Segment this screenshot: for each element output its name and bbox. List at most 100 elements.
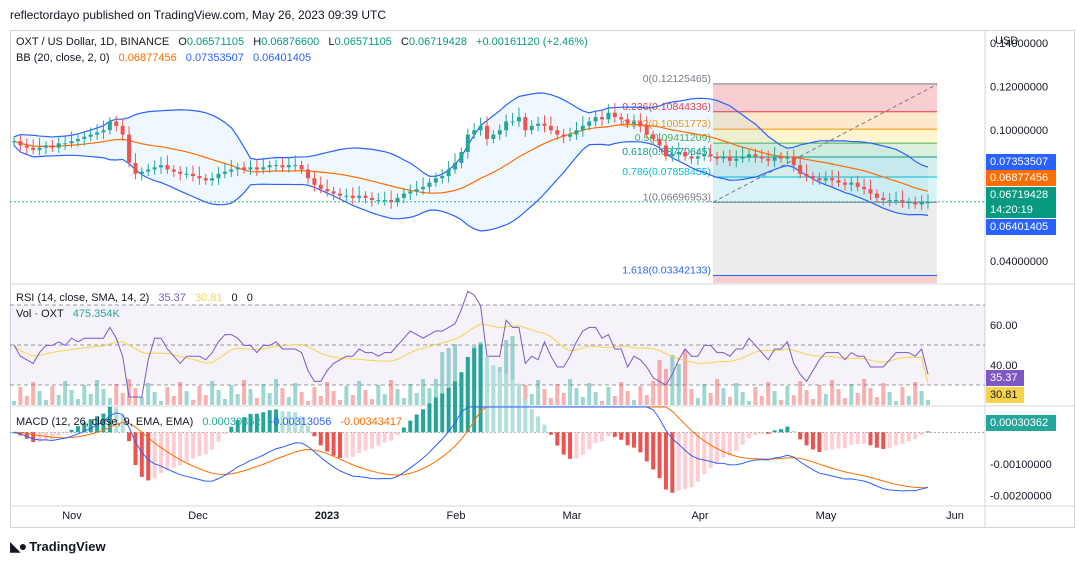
macd-hist-bar — [913, 432, 918, 440]
volume-bar — [836, 389, 841, 405]
macd-hist-bar — [689, 432, 694, 488]
candle-body — [548, 125, 553, 131]
bb-basis-line — [13, 123, 929, 194]
candle-body — [478, 125, 483, 131]
fib-level-label: 1(0.06696953) — [643, 191, 711, 203]
vol-legend[interactable]: Vol · OXT 475.354K — [16, 308, 126, 320]
candle-body — [248, 167, 253, 170]
volume-bar — [50, 386, 55, 405]
macd-hist-bar — [862, 432, 867, 444]
macd-hist-bar — [619, 432, 624, 440]
volume-bar — [708, 393, 713, 405]
volume-bar — [894, 401, 899, 405]
candle-body — [683, 152, 688, 157]
volume-bar — [203, 395, 208, 405]
macd-hist-bar — [210, 432, 215, 450]
macd-hist-bar — [772, 430, 777, 433]
volume-bar — [312, 387, 317, 405]
volume-bar — [523, 385, 528, 405]
volume-bar — [363, 390, 368, 405]
macd-label: MACD (12, 26, close, 9, EMA, EMA) — [16, 416, 194, 428]
macd-hist-bar — [235, 420, 240, 433]
candle-body — [203, 178, 208, 181]
fib-zone — [713, 202, 937, 276]
volume-bar — [357, 381, 362, 405]
candle-body — [216, 173, 221, 179]
candle-body — [350, 195, 355, 198]
candle-body — [842, 182, 847, 185]
macd-hist-bar — [184, 432, 189, 462]
volume-bar — [529, 394, 534, 405]
macd-hist-bar — [587, 432, 592, 450]
macd-hist-bar — [798, 432, 803, 440]
volume-bar — [823, 394, 828, 405]
volume-bar — [376, 385, 381, 405]
volume-bar — [43, 400, 48, 405]
macd-hist-bar — [133, 432, 138, 466]
candle-body — [82, 136, 87, 139]
volume-bar — [715, 379, 720, 405]
candle-body — [587, 121, 592, 126]
rsi-zero-2: 0 — [246, 292, 253, 304]
candle-body — [242, 167, 247, 170]
macd-hist-bar — [721, 432, 726, 459]
candle-body — [504, 121, 509, 131]
rsi-axis-tick: 60.00 — [990, 320, 1018, 332]
candle-body — [631, 121, 636, 124]
vol-value: 475.354K — [72, 308, 120, 320]
symbol-title[interactable]: OXT / US Dollar, 1D, BINANCE — [16, 36, 170, 48]
candle-body — [600, 117, 605, 120]
rsi-legend[interactable]: RSI (14, close, SMA, 14, 2) 35.37 30.81 … — [16, 292, 259, 304]
macd-hist-bar — [114, 407, 119, 433]
bb-legend[interactable]: BB (20, close, 2, 0) 0.06877456 0.073535… — [16, 52, 317, 64]
candle-body — [619, 117, 624, 120]
volume-bar — [644, 395, 649, 405]
macd-hist-bar — [242, 417, 247, 433]
macd-hist-bar — [63, 432, 68, 434]
volume-bar — [606, 387, 611, 405]
bb-upper-tag: 0.07353507 — [986, 154, 1056, 170]
countdown-tag: 14:20:19 — [986, 202, 1056, 218]
candle-body — [395, 197, 400, 203]
volume-bar — [286, 397, 291, 405]
macd-hist-bar — [631, 432, 636, 448]
candle-body — [874, 193, 879, 198]
macd-hist-bar — [836, 432, 841, 449]
macd-hist-bar — [433, 397, 438, 433]
volume-bar — [75, 399, 80, 405]
candle-body — [427, 182, 432, 187]
low-readout: L0.06571105 — [328, 36, 392, 48]
macd-hist-bar — [337, 432, 342, 458]
candle-body — [63, 143, 68, 145]
macd-hist-bar — [708, 432, 713, 469]
macd-hist-bar — [644, 432, 649, 462]
macd-hist-bar — [900, 432, 905, 444]
macd-hist-bar — [459, 372, 464, 433]
volume-bar — [663, 369, 668, 405]
macd-hist-bar — [56, 432, 61, 436]
macd-legend[interactable]: MACD (12, 26, close, 9, EMA, EMA) 0.0003… — [16, 416, 408, 428]
volume-bar — [874, 397, 879, 405]
candle-body — [663, 145, 668, 157]
volume-bar — [906, 396, 911, 405]
macd-hist-bar — [747, 432, 752, 439]
macd-hist-bar — [568, 432, 573, 459]
candle-body — [555, 130, 560, 135]
macd-hist-bar — [478, 344, 483, 433]
candle-body — [190, 173, 195, 177]
macd-hist-bar — [216, 432, 221, 442]
volume-bar — [593, 392, 598, 405]
rsi-zero-1: 0 — [231, 292, 238, 304]
macd-hist-bar — [325, 432, 330, 452]
volume-bar — [95, 380, 100, 405]
macd-hist-bar — [516, 383, 521, 433]
macd-hist-bar — [670, 432, 675, 493]
volume-bar — [913, 382, 918, 405]
volume-bar — [197, 386, 202, 405]
publisher-line: reflectordayo published on TradingView.c… — [10, 8, 386, 22]
price-axis-tick: 0.04000000 — [990, 256, 1048, 268]
volume-bar — [165, 387, 170, 405]
candle-body — [926, 202, 930, 204]
tradingview-logo[interactable]: ◣● TradingView — [10, 538, 106, 555]
